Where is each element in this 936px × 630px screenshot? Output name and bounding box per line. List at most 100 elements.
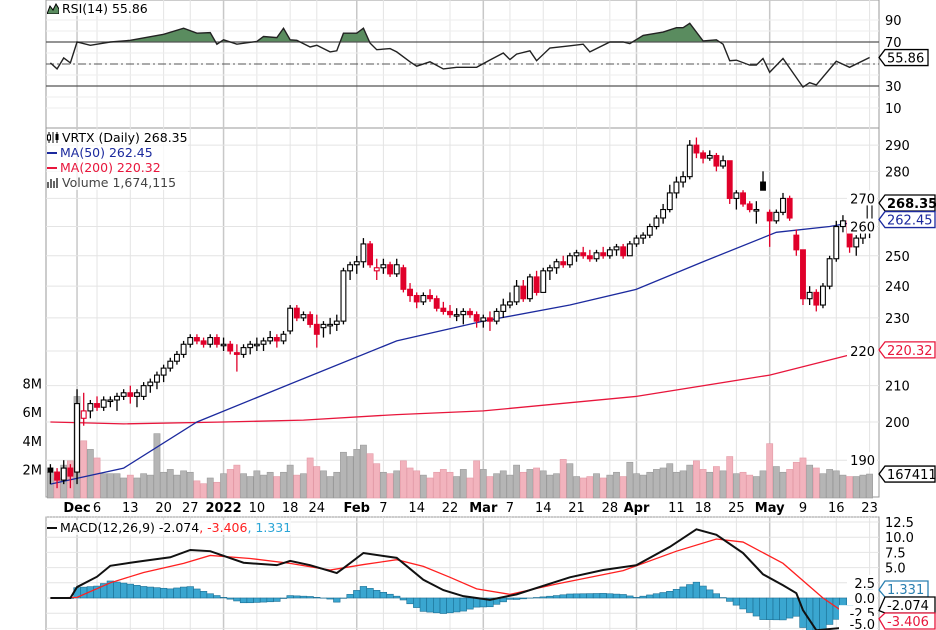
price-tick-label: 270: [850, 192, 875, 207]
candlestick: [387, 261, 394, 277]
volume-bar: [586, 476, 594, 499]
price-tick-label: 190: [850, 454, 875, 469]
candlestick: [74, 389, 80, 485]
x-axis-tick-label: 14: [408, 501, 425, 516]
candle-body: [313, 323, 320, 335]
candle-body: [307, 314, 314, 325]
macd-histogram-bar: [419, 597, 427, 612]
macd-histogram-bar: [259, 597, 268, 603]
macd-histogram-bar: [146, 586, 154, 599]
candlestick: [293, 305, 300, 322]
macd-histogram-bar: [579, 593, 587, 599]
x-axis-tick-label: 9: [799, 501, 807, 516]
candlestick: [127, 385, 134, 404]
volume-bar: [233, 464, 241, 499]
candlestick: [353, 255, 360, 274]
macd-histogram-bar: [386, 593, 394, 599]
candle-body: [47, 467, 54, 473]
macd-tick-label-backing: [847, 590, 877, 605]
macd-histogram-bar: [453, 597, 461, 613]
candlestick: [333, 314, 340, 331]
macd-histogram-bar: [333, 597, 341, 603]
macd-histogram-bar: [686, 584, 694, 599]
macd-histogram-bar: [433, 597, 441, 614]
candle-body: [666, 192, 673, 211]
volume-bar: [306, 457, 314, 499]
rsi-tick-label: 10: [885, 102, 902, 117]
volume-bar: [673, 471, 680, 499]
candle-body: [400, 267, 407, 290]
candlestick: [213, 334, 220, 348]
candle-body: [606, 249, 613, 257]
candlestick: [533, 270, 540, 296]
price-tick-label: 230: [885, 312, 910, 327]
candlestick: [107, 396, 114, 408]
volume-bar: [313, 466, 321, 499]
volume-tick-label: 2M: [23, 463, 43, 478]
macd-histogram-bar: [346, 594, 354, 599]
volume-bar: [86, 449, 94, 499]
candle-body: [387, 264, 394, 275]
macd-histogram-bar: [233, 597, 241, 602]
volume-bar: [866, 473, 873, 499]
candle-body: [160, 367, 167, 376]
volume-bar: [519, 471, 527, 499]
candle-body: [506, 301, 513, 306]
macd-histogram-bar: [293, 595, 301, 599]
volume-bar: [140, 473, 148, 499]
macd-histogram-bar: [359, 586, 368, 599]
candle-body: [67, 467, 74, 477]
volume-bar: [386, 473, 394, 499]
candlestick: [67, 464, 74, 489]
candle-body: [853, 237, 860, 248]
candle-body: [340, 270, 347, 322]
macd-plot: [50, 528, 874, 630]
x-axis-tick-label: 7: [379, 501, 387, 516]
candle-body: [347, 264, 354, 272]
candle-body: [360, 243, 367, 263]
volume-bar: [839, 474, 847, 499]
volume-bar: [266, 471, 274, 499]
candlestick: [686, 140, 693, 180]
value-tag-box: [878, 210, 936, 229]
macd-histogram-bar: [626, 595, 634, 599]
price-tick-label: 240: [885, 280, 910, 295]
symbol-legend-label: VRTX (Daily) 268.35: [62, 130, 188, 145]
volume-bar: [826, 469, 834, 499]
candle-body: [100, 399, 107, 408]
x-axis-tick-label: 24: [309, 501, 326, 516]
macd-histogram-bar: [592, 593, 601, 599]
volume-bar: [766, 443, 774, 499]
volume-bar: [859, 474, 867, 499]
volume-bar: [399, 460, 407, 499]
macd-histogram-bar: [692, 581, 701, 599]
x-axis-tick-label: 14: [535, 501, 552, 516]
candle-body: [207, 337, 214, 345]
volume-bar: [752, 476, 760, 499]
volume-bar: [473, 460, 481, 499]
candlestick: [220, 337, 227, 351]
candlestick: [180, 340, 187, 358]
volume-bar: [200, 483, 207, 499]
price-tick-label-backing: [847, 342, 877, 358]
candle-body: [533, 276, 540, 293]
macd-histogram-bar: [133, 584, 141, 599]
candle-body: [713, 154, 720, 167]
volume-bar: [792, 461, 800, 499]
x-axis-tick-label: 7: [506, 501, 514, 516]
candle-body: [693, 144, 700, 154]
volume-tick-label: 8M: [23, 378, 43, 393]
candle-body: [433, 298, 440, 309]
volume-bar: [732, 473, 740, 499]
volume-bar: [686, 464, 694, 499]
macd-histogram-bar: [266, 597, 274, 603]
candlestick: [380, 258, 387, 274]
candlestick: [407, 283, 413, 302]
candle-body: [786, 197, 793, 219]
value-tag-box: [878, 580, 929, 598]
value-tag-box: [878, 341, 936, 359]
candle-body: [467, 310, 473, 316]
candlestick: [506, 292, 513, 309]
macd-histogram-bar: [299, 595, 308, 599]
volume-bar: [333, 471, 341, 499]
